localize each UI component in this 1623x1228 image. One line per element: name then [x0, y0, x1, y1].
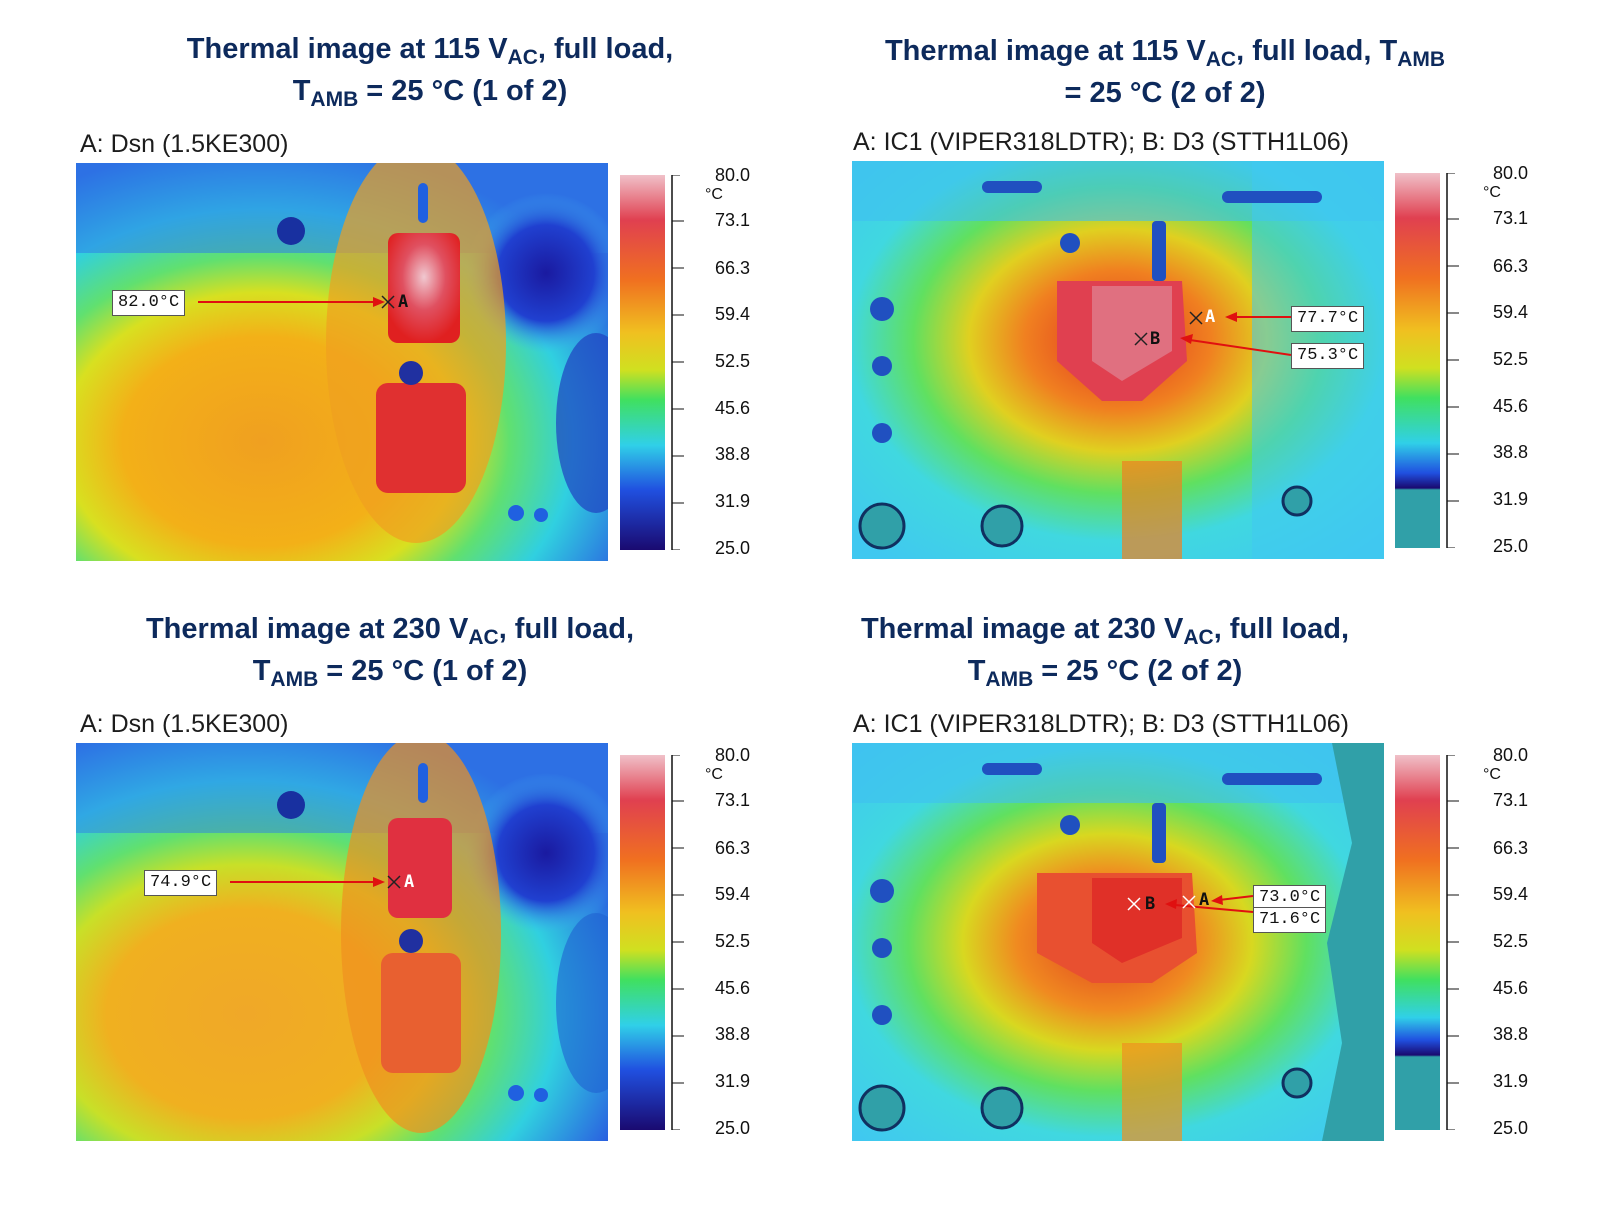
thermal-panel-115v-1: Thermal image at 115 VAC, full load, TAM… — [40, 20, 820, 620]
scale-unit: °C — [705, 766, 723, 783]
marker-a: A — [398, 292, 409, 312]
panel-title: Thermal image at 115 VAC, full load, TAM… — [884, 35, 1446, 109]
marker-b: B — [1150, 329, 1161, 349]
scale-label: 66.3 — [1493, 838, 1529, 858]
scale-label: 73.1 — [715, 210, 751, 230]
scale-label: 59.4 — [1493, 884, 1529, 904]
scale-label: 45.6 — [1493, 396, 1529, 416]
scale-ticks — [670, 175, 690, 565]
scale-label-min: 25.0 — [715, 1118, 751, 1138]
marker-a: A — [1199, 890, 1210, 910]
scale-label: 66.3 — [1493, 256, 1529, 276]
thermal-panel-230v-1: Thermal image at 230 VAC, full load, TAM… — [40, 600, 820, 1200]
scale-label: 45.6 — [715, 978, 751, 998]
scale-label: 52.5 — [1493, 931, 1529, 951]
scale-label: 59.4 — [715, 304, 751, 324]
thermal-image — [76, 743, 608, 1141]
marker-a: A — [404, 872, 415, 892]
scale-label: 38.8 — [715, 1024, 751, 1044]
scale-label: 59.4 — [1493, 302, 1529, 322]
panel-subtitle: A: Dsn (1.5KE300) — [80, 130, 289, 158]
panel-subtitle: A: IC1 (VIPER318LDTR); B: D3 (STTH1L06) — [853, 710, 1349, 738]
scale-label: 38.8 — [1493, 442, 1529, 462]
thermal-panel-115v-2: Thermal image at 115 VAC, full load, TAM… — [815, 20, 1595, 620]
scale-label: 73.1 — [1493, 790, 1529, 810]
scale-ticks — [1445, 755, 1465, 1145]
scale-label: 31.9 — [715, 1071, 751, 1091]
temperature-callout: 82.0°C — [112, 290, 186, 316]
scale-unit: °C — [705, 186, 723, 203]
scale-label: 66.3 — [715, 258, 751, 278]
scale-ticks — [1445, 173, 1465, 563]
thermal-image — [76, 163, 608, 561]
panel-title: Thermal image at 115 VAC, full load, TAM… — [186, 33, 674, 111]
scale-label: 66.3 — [715, 838, 751, 858]
scale-label: 52.5 — [715, 351, 751, 371]
scale-label: 31.9 — [715, 491, 751, 511]
marker-a: A — [1205, 307, 1216, 327]
scale-label: 31.9 — [1493, 489, 1529, 509]
scale-label: 45.6 — [715, 398, 751, 418]
color-scale-bar — [1395, 173, 1440, 563]
temperature-callout-b: 71.6°C — [1253, 907, 1327, 933]
scale-label-max: 80.0 — [1493, 163, 1529, 183]
scale-label-min: 25.0 — [1493, 536, 1529, 556]
panel-subtitle: A: Dsn (1.5KE300) — [80, 710, 289, 738]
scale-label-max: 80.0 — [715, 745, 751, 765]
thermal-image — [852, 743, 1384, 1141]
color-scale-bar — [620, 755, 665, 1145]
thermal-panel-230v-2: Thermal image at 230 VAC, full load, TAM… — [815, 600, 1595, 1200]
color-scale-bar — [620, 175, 665, 565]
scale-label: 45.6 — [1493, 978, 1529, 998]
scale-label: 38.8 — [715, 444, 751, 464]
panel-title: Thermal image at 230 VAC, full load, TAM… — [145, 613, 635, 691]
temperature-callout-a: 73.0°C — [1253, 885, 1327, 911]
scale-ticks — [670, 755, 690, 1145]
color-scale-bar — [1395, 755, 1440, 1145]
scale-label: 31.9 — [1493, 1071, 1529, 1091]
scale-label-min: 25.0 — [715, 538, 751, 558]
scale-label-min: 25.0 — [1493, 1118, 1529, 1138]
scale-unit: °C — [1483, 184, 1501, 201]
marker-b: B — [1145, 894, 1156, 914]
temperature-callout: 74.9°C — [144, 870, 218, 896]
panel-title: Thermal image at 230 VAC, full load, TAM… — [860, 613, 1350, 691]
temperature-callout-a: 77.7°C — [1291, 306, 1365, 332]
scale-label: 73.1 — [1493, 208, 1529, 228]
panel-subtitle: A: IC1 (VIPER318LDTR); B: D3 (STTH1L06) — [853, 128, 1349, 156]
scale-unit: °C — [1483, 766, 1501, 783]
scale-label: 38.8 — [1493, 1024, 1529, 1044]
scale-label: 52.5 — [715, 931, 751, 951]
scale-label: 52.5 — [1493, 349, 1529, 369]
scale-label-max: 80.0 — [1493, 745, 1529, 765]
temperature-callout-b: 75.3°C — [1291, 343, 1365, 369]
scale-label: 73.1 — [715, 790, 751, 810]
scale-label: 59.4 — [715, 884, 751, 904]
scale-label-max: 80.0 — [715, 165, 751, 185]
